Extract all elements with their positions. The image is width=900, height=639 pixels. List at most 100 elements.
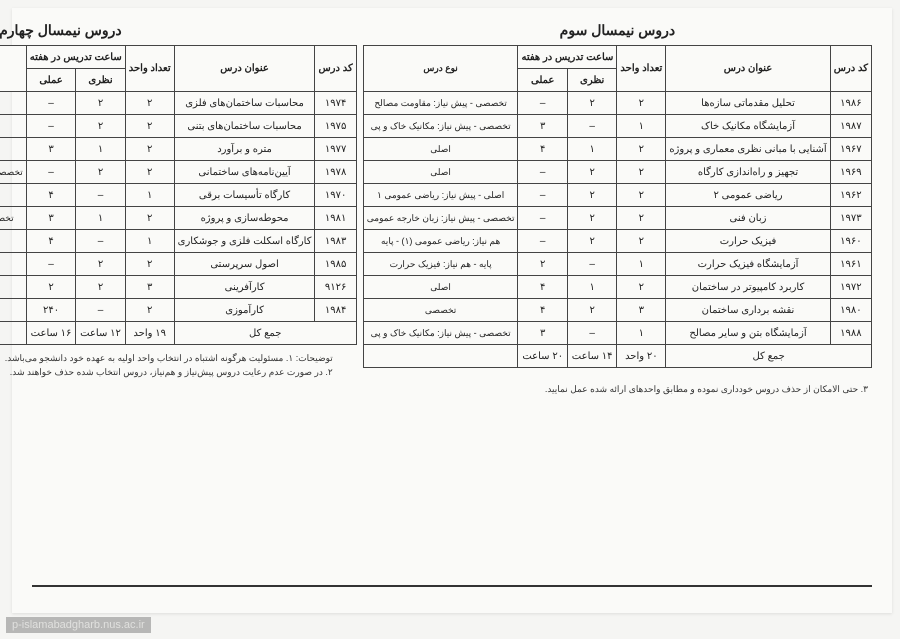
- cell-type: تخصصی: [0, 253, 26, 276]
- cell-theory: ۲: [567, 299, 616, 322]
- col-type-header: نوع درس: [0, 46, 26, 92]
- table-row: ۱۹۸۱محوطه‌سازی و پروژه۲۱۳تخصصی - پیش نیا…: [0, 207, 356, 230]
- cell-theory: ۲: [567, 230, 616, 253]
- cell-units: ۲: [617, 92, 666, 115]
- total-label: جمع کل: [666, 345, 872, 368]
- notes-block: توضیحات: ۱. مسئولیت هرگونه اشتباه در انت…: [0, 345, 357, 380]
- cell-type: تخصصی - پیش نیاز: مکانیک خاک و پی: [363, 322, 518, 345]
- cell-practical: ۲: [26, 276, 75, 299]
- cell-theory: ۲: [567, 161, 616, 184]
- note-3: ۳. حتی الامکان از حذف دروس خودداری نموده…: [12, 380, 892, 395]
- table-row: ۱۹۷۷متره و برآورد۲۱۳تخصصی - پیش نیاز: مب…: [0, 138, 356, 161]
- cell-units: ۲: [125, 207, 174, 230]
- cell-units: ۳: [617, 299, 666, 322]
- cell-course: کارگاه اسکلت فلزی و جوشکاری: [174, 230, 315, 253]
- note-1: توضیحات: ۱. مسئولیت هرگونه اشتباه در انت…: [0, 351, 333, 365]
- total-practical: ۱۶ ساعت: [26, 322, 75, 345]
- note-2: ۲. در صورت عدم رعایت دروس پیش‌نیاز و هم‌…: [0, 365, 333, 379]
- cell-units: ۲: [125, 92, 174, 115]
- cell-units: ۳: [125, 276, 174, 299]
- cell-code: ۱۹۸۳: [315, 230, 356, 253]
- cell-course: نقشه برداری ساختمان: [666, 299, 830, 322]
- table-row: ۱۹۸۳کارگاه اسکلت فلزی و جوشکاری۱–۴تخصصی …: [0, 230, 356, 253]
- cell-course: تجهیز و راه‌اندازی کارگاه: [666, 161, 830, 184]
- cell-type: اصلی: [363, 161, 518, 184]
- cell-theory: ۱: [76, 138, 125, 161]
- cell-type: هم نیاز: ریاضی عمومی (۱) - پایه: [363, 230, 518, 253]
- cell-theory: –: [567, 322, 616, 345]
- cell-units: ۱: [125, 230, 174, 253]
- cell-practical: ۲: [518, 253, 567, 276]
- cell-practical: ۴: [518, 276, 567, 299]
- cell-code: ۱۹۶۹: [830, 161, 871, 184]
- cell-practical: ۴: [518, 138, 567, 161]
- semester-4-total-row: جمع کل ۱۹ واحد ۱۲ ساعت ۱۶ ساعت: [0, 322, 356, 345]
- cell-practical: ۳: [518, 322, 567, 345]
- cell-code: ۱۹۷۴: [315, 92, 356, 115]
- cell-units: ۱: [617, 322, 666, 345]
- cell-theory: ۲: [76, 161, 125, 184]
- col-course-header: عنوان درس: [666, 46, 830, 92]
- semesters-row: دروس نیمسال سوم کد درس عنوان درس تعداد و…: [12, 18, 892, 380]
- cell-code: ۱۹۸۱: [315, 207, 356, 230]
- table-row: ۱۹۶۱آزمایشگاه فیزیک حرارت۱–۲پایه - هم نی…: [363, 253, 871, 276]
- cell-theory: ۲: [76, 276, 125, 299]
- cell-practical: –: [518, 230, 567, 253]
- cell-code: ۱۹۷۰: [315, 184, 356, 207]
- cell-type: تخصصی: [363, 299, 518, 322]
- cell-code: ۱۹۸۶: [830, 92, 871, 115]
- cell-practical: –: [26, 115, 75, 138]
- cell-code: ۱۹۶۰: [830, 230, 871, 253]
- col-theory-header: نظری: [76, 69, 125, 92]
- cell-practical: –: [26, 92, 75, 115]
- cell-theory: –: [76, 299, 125, 322]
- cell-practical: ۳: [518, 115, 567, 138]
- cell-units: ۲: [617, 276, 666, 299]
- cell-course: آزمایشگاه فیزیک حرارت: [666, 253, 830, 276]
- cell-course: آشنایی با مبانی نظری معماری و پروژه: [666, 138, 830, 161]
- cell-course: کارآفرینی: [174, 276, 315, 299]
- table-row: ۱۹۷۰کارگاه تأسیسات برقی۱–۴اصلی: [0, 184, 356, 207]
- table-row: ۱۹۷۳زبان فنی۲۲–تخصصی - پیش نیاز: زبان خا…: [363, 207, 871, 230]
- cell-units: ۲: [125, 161, 174, 184]
- table-row: ۱۹۶۹تجهیز و راه‌اندازی کارگاه۲۲–اصلی: [363, 161, 871, 184]
- col-hours-header: ساعت تدریس در هفته: [26, 46, 125, 69]
- cell-course: زبان فنی: [666, 207, 830, 230]
- cell-code: ۱۹۶۷: [830, 138, 871, 161]
- cell-theory: ۲: [567, 184, 616, 207]
- col-practical-header: عملی: [518, 69, 567, 92]
- total-units: ۲۰ واحد: [617, 345, 666, 368]
- total-theory: ۱۲ ساعت: [76, 322, 125, 345]
- table-row: ۱۹۷۸آیین‌نامه‌های ساختمانی۲۲–تخصصی - پیش…: [0, 161, 356, 184]
- cell-course: فیزیک حرارت: [666, 230, 830, 253]
- cell-practical: –: [26, 161, 75, 184]
- cell-course: محاسبات ساختمان‌های بتنی: [174, 115, 315, 138]
- cell-type: تخصصی - پیش نیاز: نقشه‌برداری و مبانی نظ…: [0, 207, 26, 230]
- cell-practical: ۲۴۰: [26, 299, 75, 322]
- table-row: ۱۹۶۷آشنایی با مبانی نظری معماری و پروژه۲…: [363, 138, 871, 161]
- cell-theory: –: [567, 253, 616, 276]
- cell-code: ۱۹۸۷: [830, 115, 871, 138]
- table-row: ۱۹۸۵اصول سرپرستی۲۲–تخصصی: [0, 253, 356, 276]
- table-row: ۱۹۸۰نقشه برداری ساختمان۳۲۴تخصصی: [363, 299, 871, 322]
- cell-practical: ۴: [518, 299, 567, 322]
- cell-type: اصلی: [363, 276, 518, 299]
- cell-code: ۱۹۶۲: [830, 184, 871, 207]
- table-row: ۱۹۸۸آزمایشگاه بتن و سایر مصالح۱–۳تخصصی -…: [363, 322, 871, 345]
- col-course-header: عنوان درس: [174, 46, 315, 92]
- cell-units: ۲: [125, 253, 174, 276]
- table-row: ۱۹۷۴محاسبات ساختمان‌های فلزی۲۲–تخصصی - پ…: [0, 92, 356, 115]
- col-hours-header: ساعت تدریس در هفته: [518, 46, 617, 69]
- cell-code: ۱۹۷۲: [830, 276, 871, 299]
- page-divider: [32, 585, 872, 587]
- cell-type: اصلی - پیش نیاز: ریاضی عمومی ۱: [363, 184, 518, 207]
- cell-units: ۲: [125, 138, 174, 161]
- cell-code: ۱۹۷۷: [315, 138, 356, 161]
- cell-units: ۲: [125, 115, 174, 138]
- cell-course: محاسبات ساختمان‌های فلزی: [174, 92, 315, 115]
- cell-practical: ۴: [26, 184, 75, 207]
- cell-type: تخصصی - پیش نیاز: مقاومت مصالح: [0, 92, 26, 115]
- cell-practical: –: [518, 92, 567, 115]
- cell-type: تخصصی - پیش نیاز: مکانیک خاک و پی: [363, 115, 518, 138]
- cell-units: ۲: [617, 230, 666, 253]
